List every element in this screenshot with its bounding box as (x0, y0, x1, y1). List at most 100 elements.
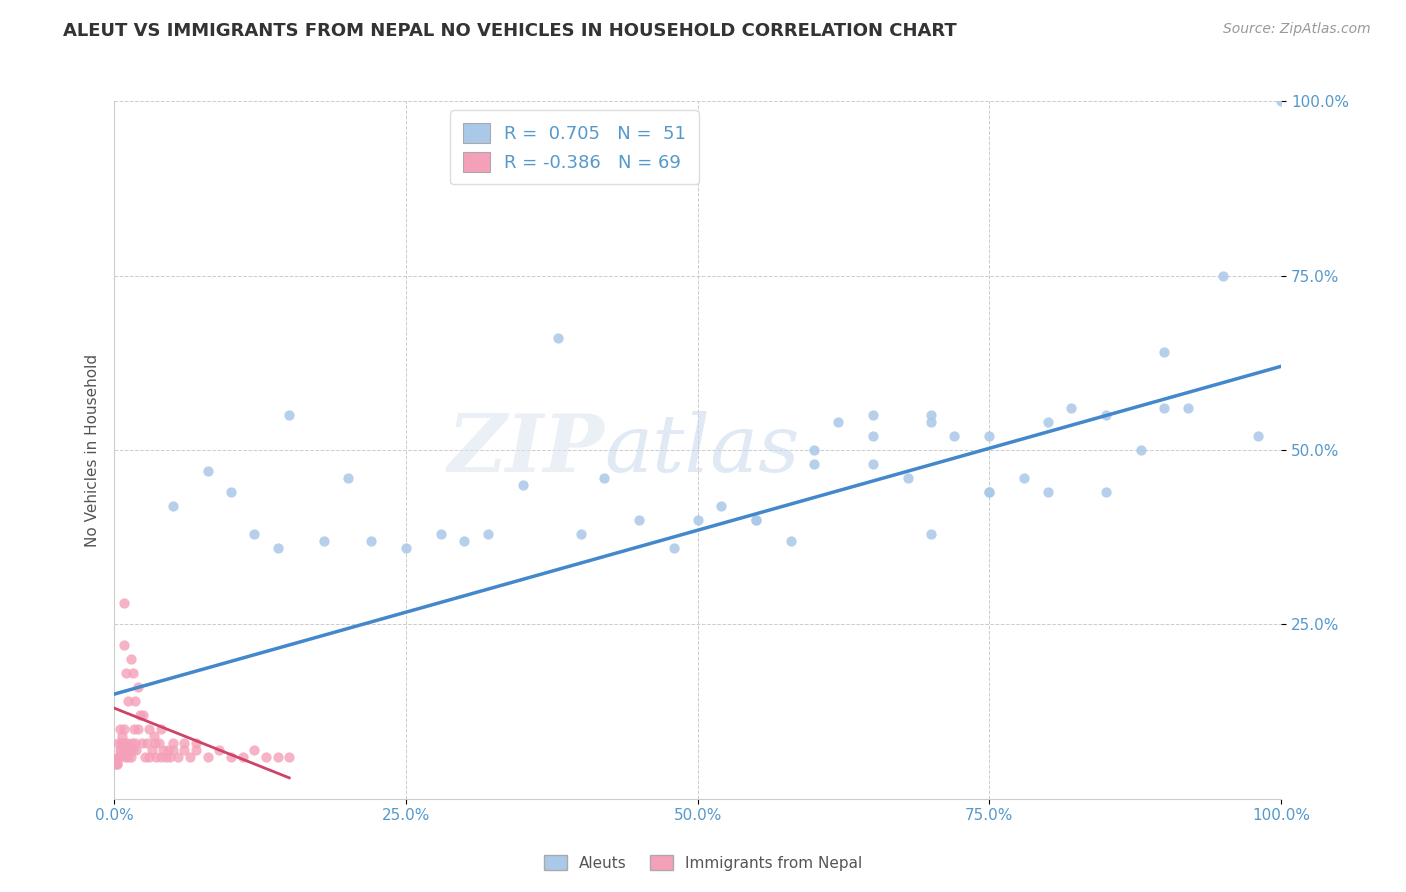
Point (477, 526, 499, 541)
Point (1212, 268, 1234, 283)
Point (135, 736, 157, 750)
Point (118, 743, 141, 757)
Point (243, 743, 266, 757)
Point (115, 743, 138, 757)
Point (780, 533, 803, 548)
Point (1014, 471, 1036, 485)
Point (184, 736, 207, 750)
Point (430, 526, 453, 541)
Point (547, 331, 569, 345)
Point (1270, 95, 1292, 109)
Point (110, 736, 132, 750)
Point (142, 729, 165, 743)
Point (105, 756, 128, 771)
Point (1177, 401, 1199, 416)
Point (149, 750, 172, 764)
Point (128, 708, 150, 723)
Point (108, 750, 131, 764)
Point (920, 415, 942, 429)
Legend: R =  0.705   N =  51, R = -0.386   N = 69: R = 0.705 N = 51, R = -0.386 N = 69 (450, 111, 699, 185)
Point (232, 750, 254, 764)
Point (111, 736, 134, 750)
Point (121, 743, 143, 757)
Point (120, 750, 142, 764)
Point (512, 478, 534, 492)
Point (131, 736, 153, 750)
Point (114, 736, 136, 750)
Point (219, 484, 242, 499)
Point (360, 533, 382, 548)
Y-axis label: No Vehicles in Household: No Vehicles in Household (86, 353, 100, 547)
Point (148, 736, 170, 750)
Point (979, 429, 1001, 443)
Point (266, 541, 288, 555)
Point (162, 736, 184, 750)
Point (395, 541, 418, 555)
Point (803, 443, 825, 458)
Point (173, 736, 195, 750)
Point (1036, 415, 1059, 429)
Text: ZIP: ZIP (447, 411, 605, 489)
Point (710, 499, 733, 513)
Point (105, 756, 128, 771)
Point (1095, 408, 1118, 422)
Point (108, 743, 131, 757)
Point (979, 484, 1001, 499)
Point (1036, 484, 1059, 499)
Point (152, 743, 174, 757)
Point (112, 722, 135, 736)
Point (179, 750, 201, 764)
Point (108, 722, 131, 736)
Point (243, 526, 266, 541)
Point (197, 464, 219, 478)
Point (1130, 443, 1153, 458)
Point (122, 722, 145, 736)
Point (453, 533, 475, 548)
Point (979, 484, 1001, 499)
Point (134, 750, 156, 764)
Point (107, 750, 129, 764)
Point (686, 513, 709, 527)
Point (1153, 345, 1175, 359)
Point (1060, 401, 1083, 416)
Point (107, 736, 129, 750)
Point (745, 513, 768, 527)
Point (254, 750, 277, 764)
Point (266, 750, 288, 764)
Point (803, 457, 825, 471)
Point (115, 736, 138, 750)
Point (127, 722, 149, 736)
Point (664, 541, 686, 555)
Point (159, 750, 181, 764)
Point (943, 429, 966, 443)
Point (184, 743, 207, 757)
Point (121, 736, 143, 750)
Point (145, 750, 167, 764)
Point (120, 652, 142, 666)
Text: atlas: atlas (605, 411, 800, 489)
Point (314, 533, 336, 548)
Point (208, 743, 231, 757)
Point (593, 471, 616, 485)
Point (278, 408, 301, 422)
Point (827, 415, 849, 429)
Point (162, 743, 184, 757)
Point (138, 722, 160, 736)
Point (117, 750, 139, 764)
Point (1247, 429, 1270, 443)
Point (108, 750, 131, 764)
Point (173, 743, 195, 757)
Point (336, 471, 359, 485)
Point (1153, 401, 1175, 416)
Point (112, 597, 135, 611)
Point (115, 666, 138, 681)
Point (862, 429, 884, 443)
Point (862, 408, 884, 422)
Point (219, 750, 242, 764)
Point (745, 513, 768, 527)
Point (155, 750, 177, 764)
Point (111, 729, 134, 743)
Point (114, 750, 136, 764)
Point (149, 722, 172, 736)
Text: ALEUT VS IMMIGRANTS FROM NEPAL NO VEHICLES IN HOUSEHOLD CORRELATION CHART: ALEUT VS IMMIGRANTS FROM NEPAL NO VEHICL… (63, 22, 957, 40)
